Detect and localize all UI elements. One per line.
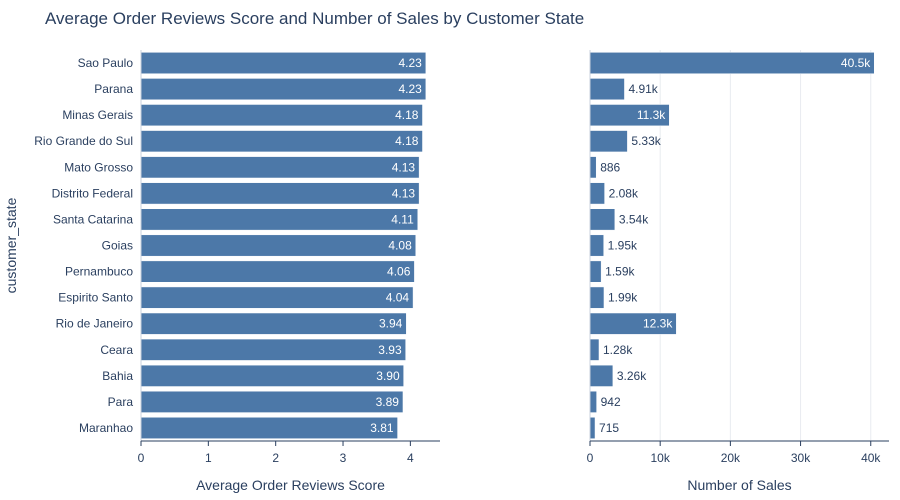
bar-value-label: 2.08k bbox=[609, 186, 639, 200]
x-tick-label: 4 bbox=[407, 451, 414, 465]
bar-value-label: 4.23 bbox=[398, 82, 422, 96]
bar-value-label: 3.89 bbox=[376, 395, 400, 409]
chart-title: Average Order Reviews Score and Number o… bbox=[45, 9, 585, 28]
bar-value-label: 5.33k bbox=[631, 134, 661, 148]
bar bbox=[589, 208, 616, 231]
x-axis-title: Number of Sales bbox=[687, 477, 791, 493]
x-tick-label: 10k bbox=[651, 451, 671, 465]
bar bbox=[589, 364, 614, 387]
bar-value-label: 3.26k bbox=[617, 369, 647, 383]
bar-value-label: 4.11 bbox=[391, 212, 414, 226]
bar-value-label: 886 bbox=[600, 160, 620, 174]
bar bbox=[140, 130, 423, 153]
y-tick-label: Minas Gerais bbox=[62, 108, 133, 122]
bar-value-label: 11.3k bbox=[637, 108, 666, 122]
y-axis-title: customer_state bbox=[3, 197, 19, 293]
y-tick-label: Ceara bbox=[100, 343, 133, 357]
bar-value-label: 4.18 bbox=[395, 108, 419, 122]
bar-value-label: 4.18 bbox=[395, 134, 419, 148]
x-tick-label: 20k bbox=[721, 451, 741, 465]
bar bbox=[140, 182, 420, 205]
y-tick-label: Bahia bbox=[102, 369, 133, 383]
bar-value-label: 3.93 bbox=[378, 343, 402, 357]
x-tick-label: 40k bbox=[861, 451, 881, 465]
bar bbox=[589, 338, 600, 361]
x-tick-label: 30k bbox=[791, 451, 811, 465]
bar bbox=[140, 78, 427, 101]
x-tick-label: 2 bbox=[272, 451, 279, 465]
y-tick-label: Santa Catarina bbox=[53, 212, 133, 226]
bar-value-label: 3.94 bbox=[379, 317, 403, 331]
x-tick-label: 0 bbox=[138, 451, 145, 465]
bar-value-label: 1.59k bbox=[605, 265, 635, 279]
y-tick-label: Rio de Janeiro bbox=[56, 317, 134, 331]
bar-value-label: 4.06 bbox=[387, 265, 411, 279]
bar bbox=[589, 182, 605, 205]
bar bbox=[589, 234, 604, 257]
bar bbox=[140, 260, 415, 283]
bar bbox=[589, 78, 625, 101]
bar-value-label: 3.81 bbox=[370, 421, 394, 435]
bar bbox=[589, 390, 597, 413]
y-tick-label: Goias bbox=[102, 239, 133, 253]
bar-value-label: 4.23 bbox=[398, 56, 422, 70]
y-tick-label: Maranhao bbox=[79, 421, 133, 435]
y-tick-label: Mato Grosso bbox=[64, 160, 133, 174]
x-tick-label: 3 bbox=[340, 451, 347, 465]
bar-value-label: 1.99k bbox=[608, 291, 638, 305]
y-tick-label: Distrito Federal bbox=[52, 186, 133, 200]
bar bbox=[589, 52, 875, 74]
x-tick-label: 1 bbox=[205, 451, 212, 465]
x-tick-label: 0 bbox=[587, 451, 594, 465]
bar-value-label: 1.95k bbox=[608, 239, 638, 253]
bar bbox=[589, 260, 602, 283]
bar bbox=[140, 390, 404, 413]
y-tick-label: Parana bbox=[94, 82, 133, 96]
y-tick-label: Para bbox=[108, 395, 134, 409]
bar-value-label: 4.13 bbox=[392, 160, 416, 174]
bar bbox=[140, 417, 398, 439]
bar bbox=[589, 130, 628, 153]
bar-value-label: 942 bbox=[601, 395, 621, 409]
bar bbox=[140, 52, 427, 74]
bar bbox=[589, 286, 605, 309]
bar-value-label: 3.90 bbox=[376, 369, 400, 383]
bar bbox=[140, 364, 404, 387]
bar bbox=[140, 104, 423, 127]
bar-value-label: 4.08 bbox=[388, 239, 412, 253]
bar bbox=[140, 208, 419, 231]
bar-value-label: 715 bbox=[599, 421, 619, 435]
bar-value-label: 4.91k bbox=[628, 82, 658, 96]
bar-value-label: 4.13 bbox=[392, 186, 416, 200]
bar-value-label: 4.04 bbox=[386, 291, 410, 305]
x-axis-title: Average Order Reviews Score bbox=[196, 477, 385, 493]
bar bbox=[140, 338, 406, 361]
bar bbox=[140, 234, 417, 257]
bar-value-label: 12.3k bbox=[643, 317, 673, 331]
bar bbox=[140, 312, 407, 335]
bar-value-label: 1.28k bbox=[603, 343, 633, 357]
bar bbox=[589, 156, 597, 179]
y-tick-label: Rio Grande do Sul bbox=[34, 134, 133, 148]
bar bbox=[589, 417, 596, 439]
bar-value-label: 3.54k bbox=[619, 212, 649, 226]
y-tick-label: Pernambuco bbox=[65, 265, 133, 279]
bar bbox=[140, 286, 414, 309]
bar bbox=[140, 156, 420, 179]
y-tick-label: Espirito Santo bbox=[58, 291, 133, 305]
bar-value-label: 40.5k bbox=[841, 56, 871, 70]
y-tick-label: Sao Paulo bbox=[78, 56, 134, 70]
